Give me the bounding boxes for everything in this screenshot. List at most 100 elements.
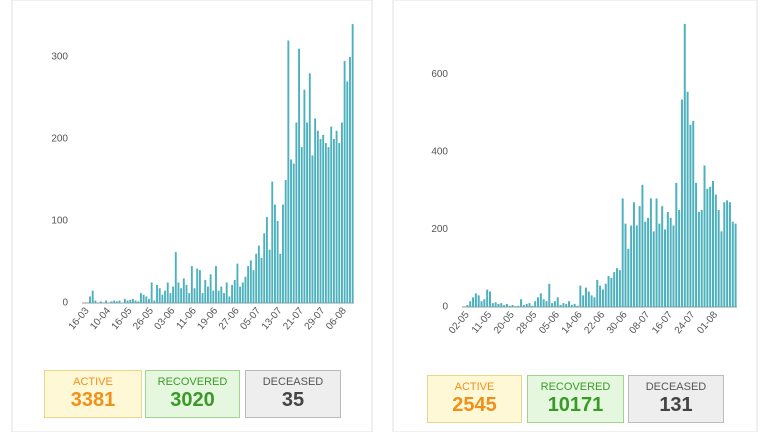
bar <box>113 300 116 303</box>
bar <box>303 89 306 303</box>
bar <box>689 124 692 307</box>
stat-box: RECOVERED 3020 <box>145 370 240 418</box>
bar <box>322 134 325 303</box>
bar <box>131 298 134 303</box>
bar <box>734 223 737 307</box>
bar <box>274 204 276 303</box>
bar <box>584 287 587 307</box>
bar <box>686 91 689 307</box>
bar <box>661 206 664 307</box>
bar <box>311 155 314 303</box>
bar <box>655 198 658 307</box>
bar <box>573 303 576 307</box>
bar <box>134 300 137 303</box>
bar <box>220 286 223 303</box>
bar <box>720 231 723 307</box>
bar <box>658 223 661 307</box>
bar <box>472 297 475 307</box>
bar <box>249 260 252 303</box>
bar <box>593 297 596 307</box>
bar <box>590 295 593 307</box>
bar <box>244 276 247 303</box>
bar <box>279 253 282 303</box>
bar <box>562 303 565 307</box>
bar <box>576 305 579 307</box>
bar <box>536 297 539 307</box>
bar <box>228 296 231 303</box>
bar <box>717 210 720 307</box>
bar <box>678 210 681 307</box>
bar <box>706 188 709 307</box>
bar <box>553 301 556 307</box>
bar <box>115 301 118 303</box>
bar <box>341 122 343 304</box>
bar <box>137 301 140 303</box>
bar <box>587 291 590 307</box>
bar <box>680 99 683 307</box>
bar <box>332 138 335 303</box>
bar <box>700 210 703 307</box>
bar <box>241 282 244 303</box>
bar <box>726 200 729 307</box>
bar <box>599 285 602 307</box>
bar <box>271 181 274 303</box>
bar <box>231 284 233 303</box>
bar <box>129 299 132 303</box>
bar <box>514 306 517 307</box>
bar <box>570 305 573 307</box>
bar <box>265 216 268 303</box>
bar <box>193 288 196 303</box>
bar <box>150 282 153 303</box>
bar <box>565 303 568 307</box>
bar <box>683 23 686 307</box>
bar <box>525 303 528 307</box>
bar <box>94 300 97 303</box>
bar <box>714 194 717 307</box>
bar <box>649 198 652 307</box>
stat-box: DECEASED 35 <box>245 370 341 418</box>
stat-box: DECEASED 131 <box>628 375 724 423</box>
bar <box>196 268 199 303</box>
y-tick-label: 200 <box>431 224 448 235</box>
bar <box>675 182 678 307</box>
bar <box>223 293 225 303</box>
bar <box>641 184 644 307</box>
bar <box>692 120 695 308</box>
bar <box>511 305 514 307</box>
bar <box>466 305 469 307</box>
y-tick-label: 100 <box>51 216 68 227</box>
bar <box>616 268 619 307</box>
y-tick-label: 400 <box>431 147 448 158</box>
bar <box>174 252 177 303</box>
bar <box>604 283 607 307</box>
bar <box>624 223 627 307</box>
bar <box>477 295 480 307</box>
bar <box>185 284 188 303</box>
bar <box>695 182 698 307</box>
bar <box>346 81 349 304</box>
bar <box>338 143 341 303</box>
y-tick-label: 0 <box>62 298 68 309</box>
bar <box>627 248 630 307</box>
bar <box>613 272 616 307</box>
bar <box>497 303 500 307</box>
bar <box>255 253 258 303</box>
bar <box>330 126 333 303</box>
bar <box>351 24 354 304</box>
bar <box>126 300 129 303</box>
bar <box>198 270 201 303</box>
bar <box>142 294 145 303</box>
bar <box>247 266 250 303</box>
bar <box>664 229 667 307</box>
stat-value: 3381 <box>70 389 116 411</box>
bar <box>201 293 204 303</box>
bar <box>703 165 706 307</box>
bar <box>257 245 260 303</box>
bar <box>630 225 633 307</box>
bar <box>610 277 613 307</box>
bar <box>568 301 571 307</box>
bar <box>207 286 209 303</box>
stat-box: ACTIVE 2545 <box>427 375 522 423</box>
y-tick-label: 300 <box>51 52 68 63</box>
bar <box>601 289 604 307</box>
